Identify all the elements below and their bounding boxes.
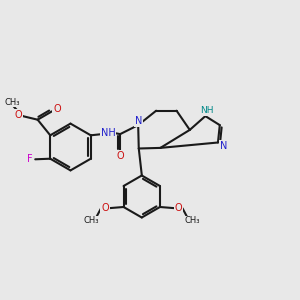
Text: CH₃: CH₃: [184, 216, 200, 225]
Text: O: O: [14, 110, 22, 120]
Text: O: O: [101, 202, 109, 213]
Text: CH₃: CH₃: [4, 98, 20, 107]
Text: NH: NH: [200, 106, 214, 115]
Text: F: F: [27, 154, 33, 164]
Text: O: O: [116, 151, 124, 161]
Text: N: N: [220, 140, 228, 151]
Text: O: O: [175, 202, 182, 213]
Text: O: O: [53, 104, 61, 114]
Text: NH: NH: [101, 128, 116, 138]
Text: CH₃: CH₃: [83, 216, 99, 225]
Text: N: N: [135, 116, 142, 126]
